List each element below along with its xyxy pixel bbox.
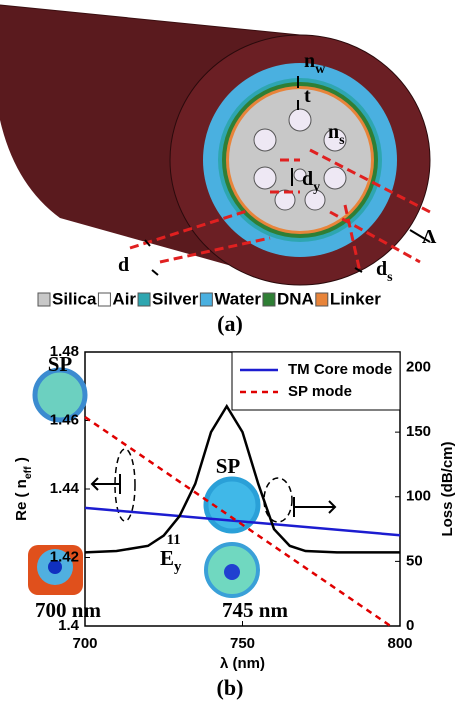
diagram-label-main: n	[304, 50, 315, 72]
legend-label: DNA	[277, 289, 314, 308]
fiber-drawing	[0, 5, 430, 285]
annotation-main: 745 nm	[222, 598, 288, 622]
y-tick-label: 1.42	[50, 548, 79, 565]
y-axis-title-tail: )	[13, 457, 30, 466]
y-axis-title: Re ( neff )	[13, 457, 34, 521]
annotation: 745 nm	[222, 598, 288, 622]
diagram-label-sub: w	[315, 62, 326, 77]
diagram-label-main: d	[376, 258, 387, 280]
legend-label: Linker	[330, 289, 381, 308]
diagram-label: d	[118, 254, 129, 276]
x-axis-title: λ (nm)	[220, 655, 265, 672]
legend-label: Water	[214, 289, 261, 308]
y2-axis-title: Loss (dB/cm)	[439, 441, 456, 536]
diagram-label-sub: s	[339, 133, 345, 148]
diagram-label-main: n	[328, 121, 339, 143]
y2-tick-label: 0	[406, 617, 414, 634]
legend-label: SP mode	[288, 383, 352, 400]
y2-tick-label: 100	[406, 488, 431, 505]
legend-label: Silver	[152, 289, 199, 308]
figure: 7007508001.41.421.441.461.48050100150200…	[0, 0, 461, 704]
legend-swatch	[138, 293, 150, 306]
annotation-main: SP	[216, 454, 241, 478]
diagram-label: t	[304, 85, 311, 107]
y2-tick-label: 50	[406, 552, 423, 569]
panel-label: (a)	[217, 311, 243, 336]
annotation-main: SP	[48, 352, 73, 376]
y2-tick-label: 150	[406, 423, 431, 440]
legend-label: TM Core mode	[288, 361, 392, 378]
legend-swatch	[200, 293, 212, 306]
legend-label: Air	[112, 289, 136, 308]
legend-swatch	[38, 293, 50, 306]
diagram-label-main: d	[118, 254, 129, 276]
annotation-sub: y	[174, 559, 182, 575]
panel-label: (b)	[217, 675, 244, 700]
legend-swatch	[98, 293, 110, 306]
x-tick-label: 800	[387, 635, 412, 652]
annotation: SP	[216, 454, 241, 478]
annotation-sup: 11	[167, 532, 181, 548]
annotation: SP	[48, 352, 73, 376]
annotation: Ey 11	[160, 532, 182, 575]
y-tick-label: 1.44	[50, 480, 80, 497]
annotation-main: 700 nm	[35, 598, 101, 622]
diagram-label-main: t	[304, 85, 311, 107]
legend-swatch	[263, 293, 275, 306]
x-tick-label: 700	[72, 635, 97, 652]
diagram-label-sub: s	[387, 270, 393, 285]
y2-tick-label: 200	[406, 358, 431, 375]
diagram-label-sub: y	[313, 180, 320, 195]
y-axis-title-sub: eff	[22, 466, 34, 479]
annotation: 700 nm	[35, 598, 101, 622]
legend-label: Silica	[52, 289, 97, 308]
y-axis-title-main: Re ( n	[13, 479, 30, 521]
y-tick-label: 1.46	[50, 411, 79, 428]
annotation-main: E	[160, 546, 174, 570]
diagram-label: Λ	[422, 226, 437, 248]
x-tick-label: 750	[230, 635, 255, 652]
legend-swatch	[316, 293, 328, 306]
diagram-label: ds	[376, 258, 393, 285]
diagram-label-main: d	[302, 168, 313, 190]
diagram-label-main: Λ	[422, 226, 437, 248]
page: 7007508001.41.421.441.461.48050100150200…	[0, 0, 461, 704]
